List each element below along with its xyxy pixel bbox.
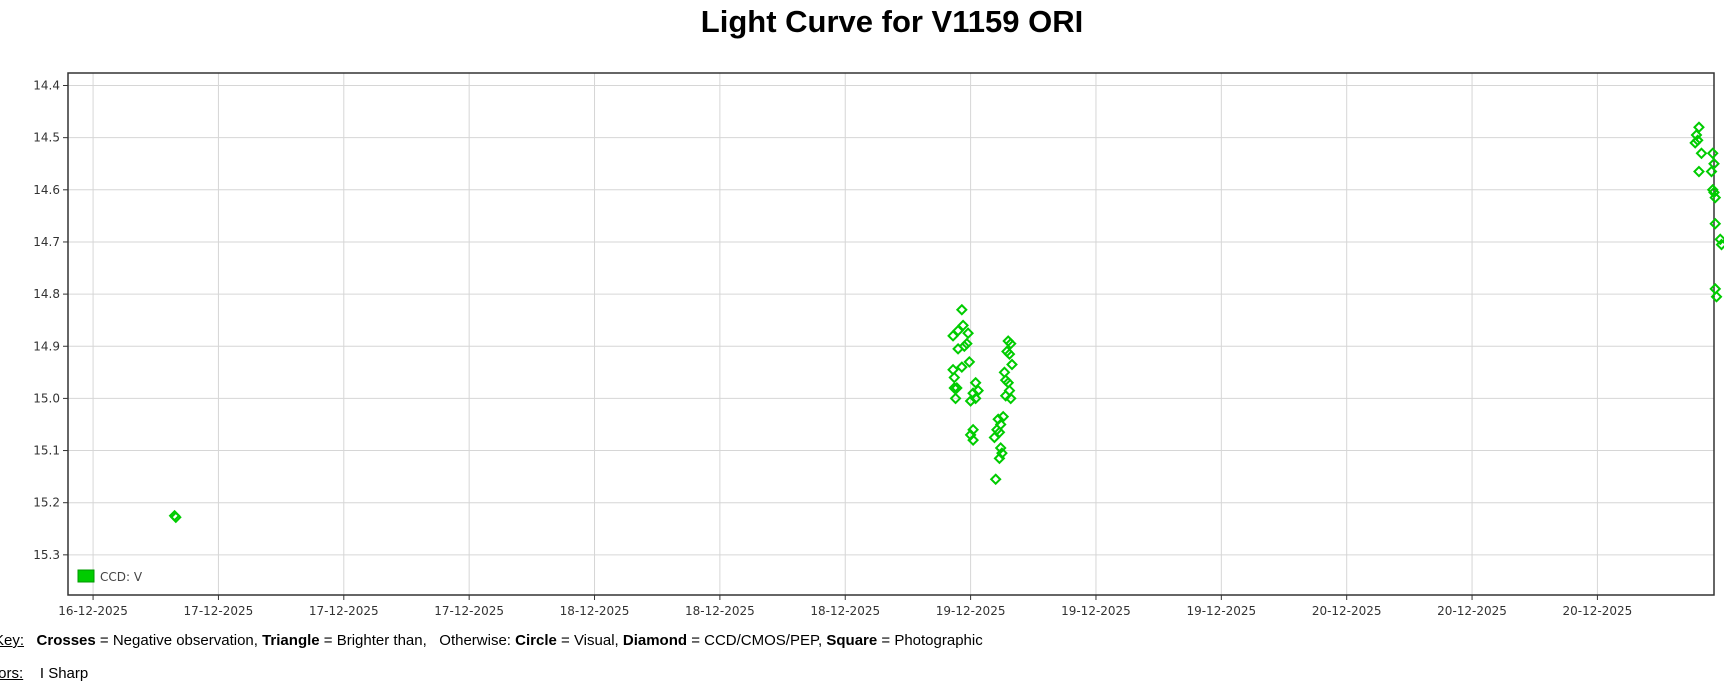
key-triangle-desc: = Brighter than, Otherwise:: [319, 632, 516, 649]
data-point-diamond: [1708, 186, 1720, 199]
data-point-diamond: [963, 355, 976, 368]
data-point-diamond: [1004, 392, 1017, 405]
y-tick-label: 15.0: [33, 391, 60, 405]
x-tick-label: 20-12-2025: [1563, 604, 1633, 618]
data-point-diamond: [989, 473, 1002, 486]
data-point-diamond: [960, 337, 973, 350]
data-point-diamond: [1706, 147, 1719, 160]
y-tick-label: 14.4: [33, 79, 60, 93]
key-circle-desc: = Visual,: [556, 632, 623, 649]
data-point-diamond: [169, 511, 182, 524]
data-point-diamond: [949, 392, 962, 405]
data-point-diamond: [1710, 290, 1723, 303]
observers-value: I Sharp: [39, 665, 89, 682]
x-tick-label: 17-12-2025: [434, 604, 504, 618]
x-tick-label: 19-12-2025: [1061, 604, 1131, 618]
data-point-diamond: [962, 327, 975, 340]
x-axis: 16-12-2025 17-12-2025 17-12-2025 17-12-2025…: [58, 595, 1632, 618]
plot-frame: [67, 72, 1715, 596]
key-triangle: Triangle: [262, 632, 320, 649]
data-point-diamond: [1709, 282, 1722, 295]
data-point-diamond: [1003, 348, 1016, 360]
y-tick-label: 15.2: [33, 496, 60, 510]
data-point-diamond: [1705, 165, 1718, 178]
x-tick-label: 19-12-2025: [936, 604, 1006, 618]
key-label: Key:: [0, 632, 25, 649]
data-point-diamond: [1689, 136, 1702, 149]
data-point-diamond: [988, 431, 1001, 444]
data-point-diamond: [993, 452, 1006, 465]
key-diamond-desc: = CCD/CMOS/PEP,: [687, 632, 827, 649]
observers-line: tors: I Sharp: [0, 665, 88, 682]
data-point-diamond: [969, 392, 982, 405]
x-tick-label: 17-12-2025: [184, 604, 254, 618]
data-point-diamond: [994, 442, 1007, 454]
key-diamond: Diamond: [622, 632, 688, 649]
x-tick-label: 18-12-2025: [685, 604, 755, 618]
data-point-diamond: [947, 363, 959, 376]
data-point-diamond: [967, 434, 980, 447]
data-point-diamond: [958, 340, 971, 353]
data-point-diamond: [1695, 147, 1708, 160]
y-tick-label: 14.9: [33, 339, 60, 353]
data-point-diamond: [1693, 165, 1705, 178]
x-tick-label: 17-12-2025: [309, 604, 379, 618]
x-tick-label: 18-12-2025: [810, 604, 880, 618]
key-crosses-desc: = Negative observation,: [95, 632, 263, 649]
y-tick-label: 14.6: [33, 183, 60, 197]
grid-lines: [68, 73, 1714, 595]
data-point-diamond: [950, 382, 963, 394]
x-tick-label: 18-12-2025: [560, 604, 630, 618]
data-point-diamond: [1004, 337, 1017, 350]
legend-label: CCD: V: [100, 570, 143, 584]
data-points: [168, 121, 1724, 524]
chart-title: Light Curve for V1159 ORI: [700, 4, 1084, 39]
key-square: Square: [826, 632, 878, 649]
data-point-diamond: [999, 389, 1012, 402]
y-tick-label: 14.7: [33, 235, 60, 249]
data-point-diamond: [955, 361, 968, 374]
key-circle: Circle: [515, 632, 557, 649]
y-tick-label: 15.1: [33, 444, 60, 458]
data-point-diamond: [948, 382, 961, 394]
y-tick-label: 15.3: [33, 548, 60, 562]
y-tick-label: 14.5: [33, 131, 60, 145]
legend: CCD: V: [77, 569, 143, 584]
key-square-desc: = Photographic: [877, 632, 983, 649]
data-point-diamond: [955, 303, 968, 316]
light-curve-chart: 14.4 14.5 14.6 14.7 14.8 14.9 15.0 15.1 15.2 15.3…: [33, 72, 1724, 618]
data-point-diamond: [1709, 217, 1722, 230]
data-point-diamond: [997, 410, 1010, 423]
data-point-diamond: [1709, 191, 1722, 204]
data-point-diamond: [1714, 233, 1724, 246]
x-tick-label: 19-12-2025: [1186, 604, 1256, 618]
key-line: Key: Crosses = Negative observation, Tri…: [0, 632, 983, 649]
key-crosses: Crosses: [36, 632, 96, 649]
data-point-diamond: [1006, 358, 1018, 371]
x-tick-label: 20-12-2025: [1437, 604, 1507, 618]
y-axis: 14.4 14.5 14.6 14.7 14.8 14.9 15.0 15.1 15.2 15.3: [33, 79, 68, 562]
observers-label: tors:: [0, 665, 24, 682]
y-tick-label: 14.8: [33, 287, 60, 301]
data-point-diamond: [948, 371, 961, 384]
x-tick-label: 20-12-2025: [1312, 604, 1382, 618]
data-point-diamond: [957, 319, 969, 332]
data-point-diamond: [1715, 238, 1724, 251]
data-point-diamond: [1691, 134, 1704, 147]
x-tick-label: 16-12-2025: [58, 604, 128, 618]
data-point-diamond: [998, 366, 1011, 379]
legend-swatch: [77, 569, 95, 583]
